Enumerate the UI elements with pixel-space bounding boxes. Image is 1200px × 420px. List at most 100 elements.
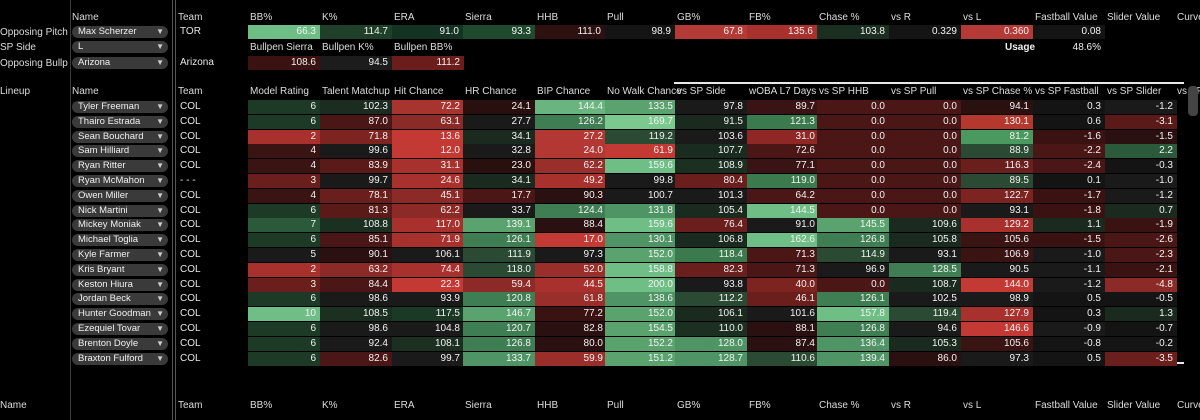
- player-stat-cell: 82.3: [675, 263, 747, 277]
- player-stat-cell: 162.6: [747, 233, 819, 247]
- player-stat-cell: 59.9: [535, 352, 607, 366]
- player-select[interactable]: Mickey Moniak ▼: [72, 219, 168, 231]
- player-stat-cell: 151.2: [605, 352, 677, 366]
- player-stat-cell: 112.2: [675, 292, 747, 306]
- player-stat-cell: 117.0: [392, 218, 464, 232]
- player-stat-cell: 126.8: [817, 322, 889, 336]
- player-stat-cell: 146.7: [463, 307, 535, 321]
- player-stat-cell: 0.0: [817, 130, 889, 144]
- player-stat-cell: 63.1: [392, 115, 464, 129]
- player-stat-cell: 110.0: [675, 322, 747, 336]
- usage-value: 48.6%: [1072, 42, 1101, 53]
- player-stat-cell: 44.5: [535, 278, 607, 292]
- player-select[interactable]: Braxton Fulford ▼: [72, 353, 168, 365]
- player-stat-cell: -1.9: [1105, 218, 1177, 232]
- player-stat-cell: 64.2: [747, 189, 819, 203]
- player-name: Michael Toglia: [78, 234, 139, 245]
- player-stat-cell: 118.4: [675, 248, 747, 262]
- player-select[interactable]: Keston Hiura ▼: [72, 279, 168, 291]
- chevron-down-icon: ▼: [156, 309, 164, 318]
- player-select[interactable]: Sam Hilliard ▼: [72, 145, 168, 157]
- player-team: COL: [180, 323, 201, 334]
- player-name: Ryan Ritter: [78, 160, 126, 171]
- player-stat-cell: 93.9: [392, 292, 464, 306]
- player-stat-cell: 88.1: [747, 322, 819, 336]
- player-stat-cell: 0.6: [1033, 115, 1105, 129]
- player-select[interactable]: Owen Miller ▼: [72, 190, 168, 202]
- player-stat-cell: 133.7: [463, 352, 535, 366]
- player-stat-cell: 6: [248, 115, 320, 129]
- player-stat-cell: 94.1: [961, 100, 1033, 114]
- player-stat-cell: 81.2: [961, 130, 1033, 144]
- player-team: COL: [180, 219, 201, 230]
- player-stat-cell: 31.0: [747, 130, 819, 144]
- pitcher-value-cell: [1105, 25, 1175, 39]
- bottom-col-header: Team: [178, 400, 203, 411]
- player-select[interactable]: Jordan Beck ▼: [72, 293, 168, 305]
- player-stat-cell: 91.0: [747, 218, 819, 232]
- bottom-col-header: FB%: [749, 400, 771, 411]
- player-team: COL: [180, 234, 201, 245]
- scrollbar[interactable]: [1188, 86, 1198, 116]
- player-stat-cell: 82.6: [320, 352, 392, 366]
- name-header: Name: [72, 12, 99, 23]
- player-stat-cell: 157.8: [817, 307, 889, 321]
- player-stat-cell: 106.8: [675, 233, 747, 247]
- player-select[interactable]: Kris Bryant ▼: [72, 264, 168, 276]
- player-stat-cell: 59.4: [463, 278, 535, 292]
- player-select[interactable]: Nick Martini ▼: [72, 205, 168, 217]
- player-select[interactable]: Kyle Farmer ▼: [72, 249, 168, 261]
- player-select[interactable]: Ryan McMahon ▼: [72, 175, 168, 187]
- player-select[interactable]: Sean Bouchard ▼: [72, 131, 168, 143]
- player-stat-cell: -0.8: [1033, 337, 1105, 351]
- player-stat-cell: 107.7: [675, 144, 747, 158]
- player-stat-cell: 128.5: [889, 263, 961, 277]
- player-stat-cell: 105.3: [889, 337, 961, 351]
- player-stat-cell: 31.1: [392, 159, 464, 173]
- player-stat-cell: 119.2: [605, 130, 677, 144]
- chevron-down-icon: ▼: [156, 102, 164, 111]
- player-stat-cell: 128.7: [675, 352, 747, 366]
- player-stat-cell: 17.0: [535, 233, 607, 247]
- player-stat-cell: 108.9: [675, 159, 747, 173]
- bottom-name-header: Name: [0, 400, 27, 411]
- player-select[interactable]: Tyler Freeman ▼: [72, 101, 168, 113]
- player-stat-cell: 52.0: [535, 263, 607, 277]
- player-name: Thairo Estrada: [78, 116, 141, 127]
- player-stat-cell: 32.8: [463, 144, 535, 158]
- pitcher-select[interactable]: Max Scherzer ▼: [72, 26, 168, 38]
- player-stat-cell: 88.4: [535, 218, 607, 232]
- player-stat-cell: 100.7: [605, 189, 677, 203]
- player-stat-cell: 133.5: [605, 100, 677, 114]
- player-stat-cell: 118.0: [463, 263, 535, 277]
- player-name: Mickey Moniak: [78, 219, 141, 230]
- bullpen-select[interactable]: Arizona ▼: [72, 57, 168, 69]
- sp-side-select[interactable]: L ▼: [72, 41, 168, 53]
- player-stat-cell: 2.2: [1105, 144, 1177, 158]
- player-select[interactable]: Thairo Estrada ▼: [72, 116, 168, 128]
- player-stat-cell: 116.3: [961, 159, 1033, 173]
- chevron-down-icon: ▼: [156, 339, 164, 348]
- player-select[interactable]: Ryan Ritter ▼: [72, 160, 168, 172]
- player-stat-cell: 0.0: [889, 115, 961, 129]
- player-stat-cell: 106.9: [961, 248, 1033, 262]
- player-stat-cell: 72.6: [747, 144, 819, 158]
- chevron-down-icon: ▼: [156, 294, 164, 303]
- player-stat-cell: 104.8: [392, 322, 464, 336]
- player-select[interactable]: Hunter Goodman ▼: [72, 308, 168, 320]
- player-stat-cell: 77.2: [535, 307, 607, 321]
- pitcher-col-header: Team: [178, 12, 203, 23]
- player-stat-cell: 108.8: [320, 218, 392, 232]
- player-stat-cell: -3.1: [1105, 115, 1177, 129]
- pitcher-col-header: K%: [322, 12, 338, 23]
- player-stat-cell: 0.0: [817, 204, 889, 218]
- player-stat-cell: 152.0: [605, 248, 677, 262]
- player-stat-cell: 144.0: [961, 278, 1033, 292]
- player-select[interactable]: Ezequiel Tovar ▼: [72, 323, 168, 335]
- player-select[interactable]: Brenton Doyle ▼: [72, 338, 168, 350]
- pitcher-col-header: FB%: [749, 12, 771, 23]
- player-select[interactable]: Michael Toglia ▼: [72, 234, 168, 246]
- player-team: COL: [180, 190, 201, 201]
- player-stat-cell: 0.0: [889, 189, 961, 203]
- pitcher-value-cell: 135.6: [747, 25, 817, 39]
